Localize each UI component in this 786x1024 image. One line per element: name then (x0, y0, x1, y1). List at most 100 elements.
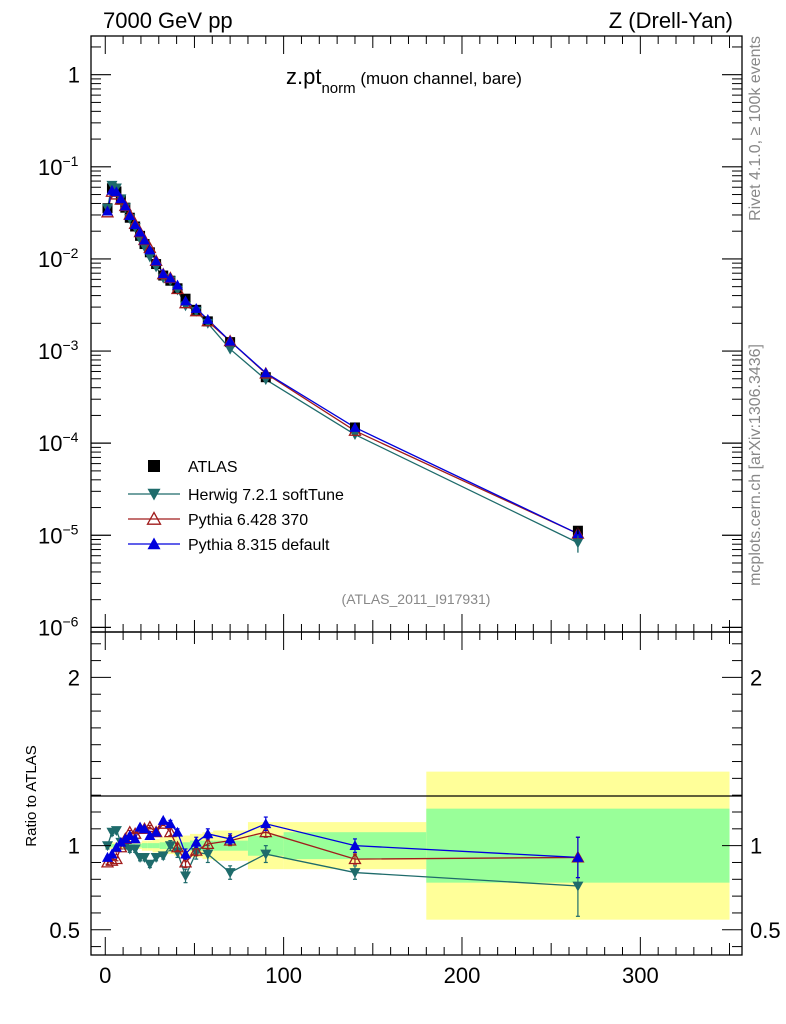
ytick-exponent: −3 (62, 337, 78, 353)
ratio-marker-1-6 (129, 844, 141, 855)
ratio-marker-3-11 (157, 814, 169, 825)
ytick-exponent: −2 (62, 245, 78, 261)
x-tick-labels: 0 100 200 300 (99, 963, 659, 988)
ratio-ylabel: Ratio to ATLAS (23, 745, 40, 846)
main-marker-3-8 (139, 234, 151, 245)
ratio-marker-1-16 (202, 849, 214, 860)
main-panel: 10−610−510−410−310−210−11 z.ptnorm (muon… (38, 35, 743, 640)
main-ytick-label-0: 10−6 (38, 613, 79, 640)
band-stat-1 (109, 843, 115, 848)
ratio-marker-3-2 (110, 841, 122, 852)
main-marker-3-3 (115, 193, 127, 204)
main-marker-3-10 (150, 255, 162, 266)
ratio-ytick-label-right-2: 2 (750, 665, 762, 690)
mcplots-label: mcplots.cern.ch [arXiv:1306.3436] (747, 344, 764, 586)
ratio-marker-3-1 (106, 848, 118, 859)
ratio-marker-2-12 (163, 825, 177, 838)
main-ytick-label-1: 10−5 (38, 521, 79, 548)
ratio-marker-1-0 (101, 841, 113, 852)
main-line-2 (106, 190, 579, 535)
ratio-marker-3-17 (224, 833, 236, 844)
ratio-marker-2-13 (170, 840, 185, 853)
ratio-marker-1-9 (144, 859, 156, 870)
ratio-marker-3-18 (260, 818, 272, 829)
ytick-base: 10 (38, 247, 62, 272)
ratio-marker-1-10 (150, 853, 162, 863)
band-stat-8 (141, 843, 148, 849)
main-ytick-label-6: 1 (68, 63, 80, 88)
main-marker-3-5 (124, 210, 136, 221)
main-marker-3-17 (224, 335, 236, 346)
band-stat-11 (159, 842, 167, 850)
main-marker-3-15 (190, 302, 202, 313)
legend-label-0: ATLAS (188, 459, 238, 476)
ratio-marker-3-8 (139, 823, 151, 834)
main-marker-3-18 (260, 367, 272, 378)
ratio-marker-1-11 (157, 851, 169, 862)
ratio-ytick-label-left-1: 1 (68, 834, 80, 859)
ratio-marker-2-18 (259, 825, 273, 838)
main-marker-3-7 (134, 226, 146, 237)
ratio-marker-1-8 (139, 853, 151, 863)
ratio-ytick-label-left-2: 2 (68, 665, 80, 690)
legend-label-2: Pythia 6.428 370 (188, 512, 308, 529)
chart-title-sub: norm (321, 80, 355, 97)
chart-title-suffix: (muon channel, bare) (356, 69, 522, 88)
header-right: Z (Drell-Yan) (609, 8, 733, 33)
main-ytick-label-3: 10−3 (38, 337, 79, 364)
band-stat-9 (147, 843, 153, 849)
ratio-marker-1-2 (110, 826, 122, 837)
ytick-base: 10 (38, 339, 62, 364)
legend-label-3: Pythia 8.315 default (188, 537, 330, 554)
ratio-marker-3-13 (172, 826, 184, 837)
ratio-panel: 0.5 0.5 1 1 2 2 Ratio to ATLAS (23, 631, 781, 956)
ratio-marker-3-16 (202, 828, 214, 839)
ytick-exponent: −1 (62, 153, 78, 169)
x-tick-label-1: 100 (265, 963, 302, 988)
ratio-ytick-label-right-0: 0.5 (750, 918, 781, 943)
main-marker-1-9 (144, 252, 156, 263)
ratio-ytick-label-right-1: 1 (750, 834, 762, 859)
ratio-ytick-label-left-0: 0.5 (49, 918, 80, 943)
ratio-marker-3-5 (124, 830, 136, 840)
legend: ATLAS Herwig 7.2.1 softTune Pythia 6.428 3… (128, 459, 344, 554)
ytick-exponent: −4 (62, 429, 78, 445)
ratio-marker-2-2 (109, 852, 124, 865)
rivet-label: Rivet 4.1.0, ≥ 100k events (747, 36, 764, 221)
band-stat-10 (152, 843, 160, 849)
chart-title: z.ptnorm (muon channel, bare) (286, 64, 522, 97)
ytick-exponent: −5 (62, 521, 78, 537)
ytick-exponent: −6 (62, 613, 78, 629)
x-tick-label-3: 300 (622, 963, 659, 988)
x-tick-label-0: 0 (99, 963, 111, 988)
ratio-series (100, 814, 585, 917)
ratio-marker-2-16 (201, 837, 215, 850)
legend-marker-0 (148, 460, 160, 472)
x-tick-label-2: 200 (444, 963, 481, 988)
main-marker-3-2 (110, 186, 122, 197)
ytick-base: 10 (38, 615, 62, 640)
main-marker-3-16 (202, 313, 214, 324)
main-marker-1-17 (224, 344, 236, 355)
ratio-marker-2-19 (348, 852, 362, 865)
ratio-marker-1-18 (260, 849, 272, 860)
legend-marker-2 (146, 511, 162, 525)
main-ytick-label-5: 10−1 (38, 153, 79, 180)
main-marker-3-11 (157, 268, 169, 279)
ratio-marker-1-20 (572, 881, 584, 892)
chart-title-main: z.pt (286, 64, 321, 89)
ytick-base: 10 (38, 155, 62, 180)
main-marker-3-9 (144, 244, 156, 255)
ratio-marker-3-9 (144, 830, 156, 840)
ratio-marker-3-6 (129, 833, 141, 844)
ratio-marker-2-14 (178, 855, 193, 868)
ratio-marker-1-17 (224, 868, 236, 879)
ratio-marker-1-13 (172, 847, 184, 858)
analysis-id: (ATLAS_2011_I917931) (342, 591, 491, 607)
header-left: 7000 GeV pp (103, 8, 233, 33)
main-marker-3-0 (101, 205, 113, 216)
ytick-base: 10 (38, 523, 62, 548)
ratio-marker-3-10 (150, 826, 162, 837)
main-marker-3-6 (129, 219, 141, 230)
